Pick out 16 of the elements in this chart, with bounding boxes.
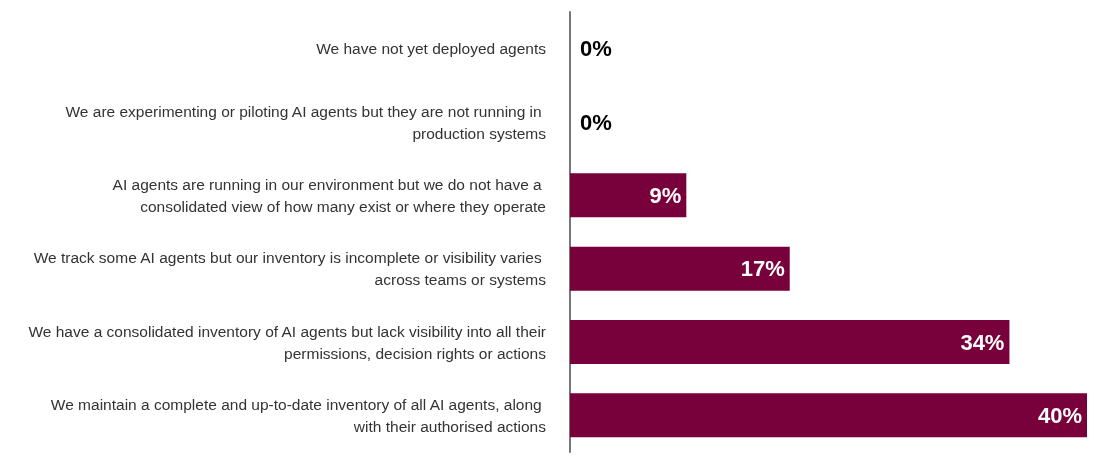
data-label: 9% (649, 182, 682, 208)
data-label: 0% (580, 109, 612, 135)
y-tick-label: We maintain a complete and up-to-date inventory of all AI agents, along with their authorised actions (50, 395, 547, 435)
bar (570, 246, 790, 291)
data-label: 34% (960, 329, 1005, 355)
y-tick-label: We track some AI agents but our inventory is incomplete or visibility varies across teams or systems (33, 249, 547, 289)
data-label: 17% (740, 256, 785, 282)
data-label: 0% (580, 36, 612, 62)
y-tick-label: We are experimenting or piloting AI agents but they are not running in production systems (65, 102, 547, 142)
bar (570, 173, 687, 218)
bar (570, 320, 1010, 364)
y-tick-label: AI agents are running in our environment but we do not have a consolidated view of how many exist or where they operate (112, 175, 546, 215)
y-tick-label: We have not yet deployed agents (316, 40, 547, 58)
data-label: 40% (1037, 402, 1082, 428)
bar (570, 393, 1087, 438)
y-tick-label: We have a consolidated inventory of AI agents but lack visibility into all their permissions, decision rights or actions (28, 322, 547, 362)
